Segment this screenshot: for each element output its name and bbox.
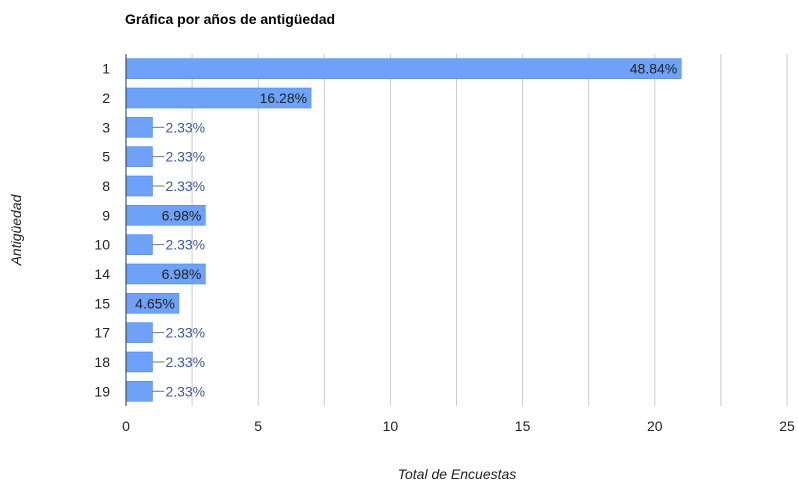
bar — [125, 58, 682, 79]
y-tick-label: 1 — [102, 61, 110, 77]
y-tick-label: 3 — [102, 119, 110, 135]
y-axis-title: Antigüedad — [8, 193, 24, 266]
bar — [125, 175, 153, 197]
data-label: 2.33% — [165, 354, 205, 370]
y-tick-label: 5 — [102, 149, 110, 165]
x-tick-label: 15 — [515, 418, 531, 434]
x-tick-label: 25 — [779, 418, 795, 434]
x-axis-title: Total de Encuestas — [398, 466, 517, 482]
data-label: 2.33% — [165, 178, 205, 194]
y-tick-label: 14 — [94, 266, 110, 282]
x-tick-label: 20 — [647, 418, 663, 434]
data-label: 2.33% — [165, 119, 205, 135]
y-tick-label: 19 — [94, 383, 110, 399]
grid-lines — [191, 54, 788, 406]
data-labels: 48.84% 16.28% 2.33% 2.33% 2.33% 6.98% 2.33% 6.9… — [135, 61, 677, 400]
y-tick-label: 17 — [94, 325, 110, 341]
x-tick-labels: 0 5 10 15 20 25 — [122, 418, 795, 434]
x-tick-label: 5 — [254, 418, 262, 434]
data-label: 2.33% — [165, 383, 205, 399]
x-tick-label: 10 — [383, 418, 399, 434]
bar — [125, 234, 153, 255]
bar — [125, 146, 153, 167]
data-label: 16.28% — [260, 90, 307, 106]
chart-title: Gráfica por años de antigüedad — [125, 11, 335, 27]
y-tick-label: 18 — [94, 354, 110, 370]
data-label: 6.98% — [162, 266, 202, 282]
bar — [125, 117, 153, 138]
data-label: 6.98% — [162, 207, 202, 223]
x-tick-label: 0 — [122, 418, 130, 434]
data-label: 2.33% — [165, 237, 205, 253]
bar — [125, 351, 153, 373]
data-label: 2.33% — [165, 325, 205, 341]
bars — [125, 58, 682, 402]
bar — [125, 380, 153, 402]
y-tick-label: 2 — [102, 90, 110, 106]
y-tick-label: 9 — [102, 207, 110, 223]
data-label: 48.84% — [630, 61, 677, 77]
y-tick-label: 8 — [102, 178, 110, 194]
y-tick-labels: 1 2 3 5 8 9 10 14 15 17 18 19 — [94, 61, 110, 400]
bar — [125, 322, 153, 343]
y-tick-label: 15 — [94, 295, 110, 311]
data-label: 4.65% — [135, 295, 175, 311]
data-label: 2.33% — [165, 149, 205, 165]
y-tick-label: 10 — [94, 237, 110, 253]
